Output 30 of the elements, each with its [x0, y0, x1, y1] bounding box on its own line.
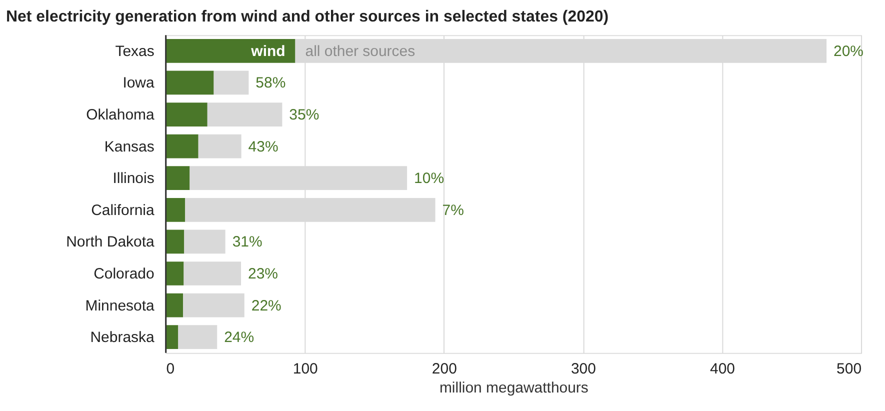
annotation: 58% [256, 74, 286, 92]
x-tick-label: 100 [292, 360, 318, 378]
y-tick-label: Texas [115, 42, 154, 60]
series-label: wind [250, 42, 286, 60]
x-tick-label: 400 [710, 360, 735, 378]
y-tick-label: Minnesota [85, 297, 155, 314]
y-tick-label: California [91, 202, 155, 219]
x-tick-label: 300 [570, 360, 596, 378]
x-tick-label: 200 [432, 360, 457, 378]
chart-title: Net electricity generation from wind and other sources in selected states (2020) [6, 8, 609, 26]
annotation: 43% [248, 138, 278, 156]
x-tick-label: 0 [166, 360, 175, 378]
annotation: 22% [251, 297, 282, 314]
series-label: all other sources [305, 42, 416, 60]
annotation: 7% [442, 202, 464, 219]
annotation: 31% [232, 234, 262, 251]
annotation: 24% [224, 329, 254, 346]
y-tick-label: Colorado [94, 265, 154, 282]
y-tick-label: North Dakota [66, 234, 155, 251]
annotation: 10% [414, 170, 444, 188]
y-tick-label: Illinois [112, 170, 154, 188]
x-tick-label: 500 [836, 360, 862, 378]
annotation: 35% [289, 106, 320, 124]
annotation: 20% [834, 42, 864, 60]
y-tick-label: Kansas [104, 138, 154, 156]
y-tick-label: Nebraska [90, 329, 155, 346]
y-tick-label: Oklahoma [86, 106, 155, 124]
y-tick-label: Iowa [122, 74, 155, 92]
x-axis-title: million megawatthours [439, 379, 588, 396]
annotation: 23% [248, 265, 278, 282]
